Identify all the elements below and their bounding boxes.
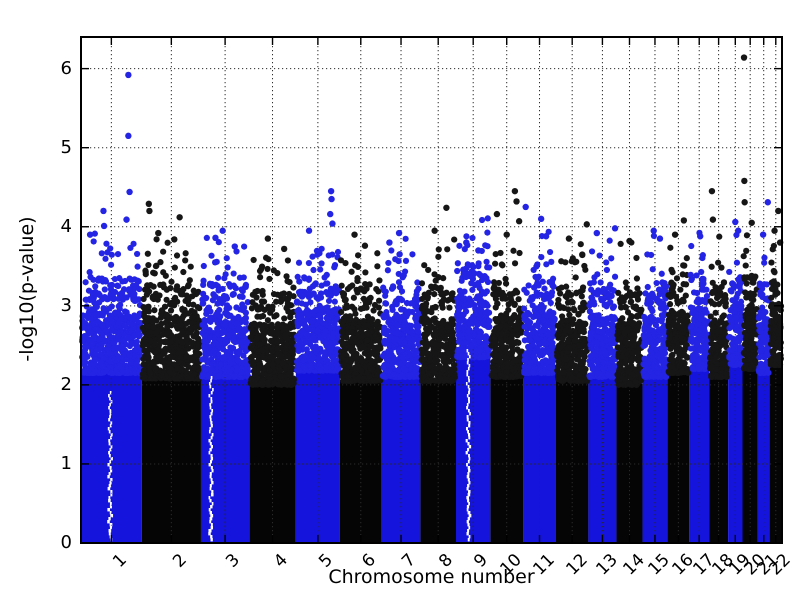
y-tick-label: 6 xyxy=(60,57,72,79)
y-tick-label: 5 xyxy=(60,136,72,158)
y-tick-label: 2 xyxy=(60,373,72,395)
x-axis-title: Chromosome number xyxy=(328,566,535,588)
y-axis-title: -log10(p-value) xyxy=(16,216,38,362)
y-tick-label: 4 xyxy=(60,215,72,237)
y-tick-label: 1 xyxy=(60,452,72,474)
y-tick-label: 0 xyxy=(60,532,72,553)
y-tick-label: 3 xyxy=(60,294,72,316)
